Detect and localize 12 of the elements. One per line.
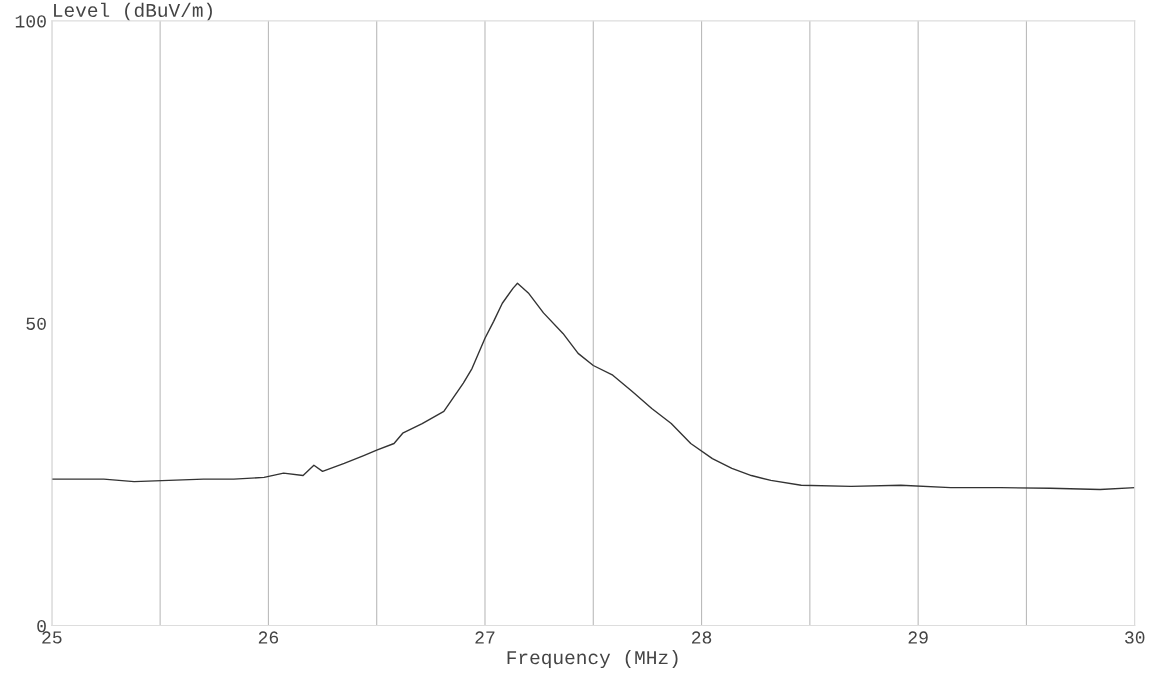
x-tick-label: 26 <box>258 631 279 644</box>
x-tick-label: 27 <box>475 631 495 644</box>
y-tick-label: 0 <box>37 619 46 633</box>
y-tick-label: 50 <box>26 317 46 330</box>
line-series <box>51 282 1135 491</box>
x-axis-title: Frequency (MHz) <box>507 649 678 669</box>
x-tick-label: 30 <box>1125 631 1145 644</box>
x-tick-label: 28 <box>692 631 712 644</box>
x-tick-label: 29 <box>908 631 928 644</box>
y-axis-title: Level (dBuV/m) <box>54 2 212 21</box>
x-tick-label: 25 <box>42 631 62 644</box>
y-tick-label: 100 <box>15 15 46 28</box>
